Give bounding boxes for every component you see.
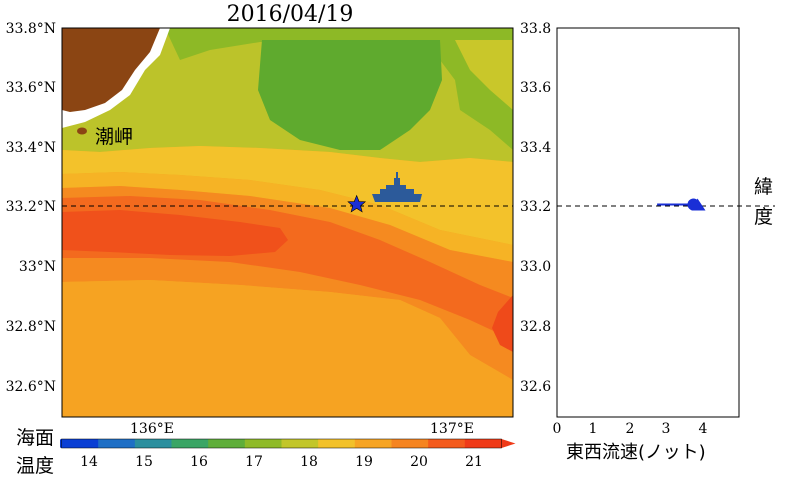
sst-band-south [62, 280, 513, 417]
current-x-tick: 0 [553, 421, 562, 437]
lat-tick-label: 33°N [19, 259, 56, 275]
land-mass [62, 28, 160, 112]
current-speed-chart: 33.8 33.6 33.4 33.2 33.0 32.8 32.6 0 1 2… [520, 21, 775, 437]
colorbar-cell [244, 439, 282, 448]
sst-field [62, 28, 513, 417]
colorbar-tick: 19 [355, 454, 373, 470]
lat-tick-label: 33.4°N [6, 140, 56, 156]
vessel-star-marker [347, 194, 367, 213]
current-y-tick: 33.6 [520, 80, 551, 96]
current-y-tick: 33.4 [520, 140, 551, 156]
colorbar: 14 15 16 17 18 19 20 21 [60, 438, 516, 470]
sst-band-yellow-ne [455, 40, 513, 110]
current-x-tick: 3 [662, 421, 671, 437]
colorbar-cell [391, 439, 429, 448]
sst-band-green-b [258, 40, 442, 150]
current-x-tick: 2 [626, 421, 635, 437]
current-ylabel: 緯 度 [754, 172, 773, 232]
map-frame [61, 27, 514, 418]
colorbar-cell [354, 439, 392, 448]
colorbar-tick: 17 [245, 454, 263, 470]
colorbar-label-line1: 海面 [16, 427, 55, 449]
colorbar-max-extend [501, 439, 516, 448]
colorbar-cell [61, 439, 99, 448]
current-y-tick: 32.8 [520, 319, 551, 335]
figure-title: 2016/04/19 [226, 2, 354, 27]
sst-band-east-core [492, 295, 513, 352]
lon-tick-label: 137°E [430, 421, 474, 437]
colorbar-label: 海面 温度 [16, 424, 54, 480]
current-vector-series [657, 198, 706, 211]
sst-band-yellow [62, 146, 513, 245]
lat-tick-label: 33.6°N [6, 80, 56, 96]
current-y-tick: 33.0 [520, 259, 551, 275]
colorbar-frame [61, 438, 502, 449]
colorbar-tick: 20 [410, 454, 428, 470]
current-plot-frame [556, 27, 740, 418]
land-cape [77, 127, 87, 135]
colorbar-min-extend [60, 439, 62, 448]
current-ylabel-line1: 緯 [754, 176, 774, 198]
colorbar-cell [281, 439, 319, 448]
lon-tick-label: 136°E [130, 421, 174, 437]
colorbar-tick: 18 [300, 454, 318, 470]
sst-band-yellow2 [62, 172, 513, 262]
lat-tick-label: 33.8°N [6, 21, 56, 37]
colorbar-cell [318, 439, 356, 448]
lat-tick-label: 32.6°N [6, 379, 56, 395]
current-y-tick-group: 33.8 33.6 33.4 33.2 33.0 32.8 32.6 [520, 21, 551, 395]
cape-label: 潮岬 [95, 126, 133, 148]
current-data-point [687, 198, 700, 211]
ship-icon [372, 172, 422, 202]
colorbar-tick-group: 14 15 16 17 18 19 20 21 [80, 454, 483, 470]
colorbar-cells [60, 438, 516, 449]
current-y-tick: 33.8 [520, 21, 551, 37]
current-x-tick: 1 [589, 421, 598, 437]
current-y-tick: 33.2 [520, 199, 551, 215]
colorbar-tick: 21 [465, 454, 483, 470]
current-y-tick: 32.6 [520, 379, 551, 395]
colorbar-cell [464, 439, 502, 448]
colorbar-tick: 16 [190, 454, 208, 470]
lat-tick-group: 33.8°N 33.6°N 33.4°N 33.2°N 33°N 32.8°N … [6, 21, 56, 395]
current-xlabel: 東西流速(ノット) [566, 442, 706, 463]
current-x-tick-group: 0 1 2 3 4 [553, 421, 708, 437]
colorbar-cell [171, 439, 209, 448]
colorbar-cell [134, 439, 172, 448]
lat-tick-label: 33.2°N [6, 199, 56, 215]
colorbar-cell [428, 439, 466, 448]
colorbar-cell [208, 439, 246, 448]
colorbar-cell [98, 439, 136, 448]
colorbar-label-line2: 温度 [16, 455, 55, 477]
colorbar-tick: 14 [80, 454, 98, 470]
lon-tick-group: 136°E 137°E [130, 421, 474, 437]
sst-band-core [62, 210, 288, 256]
lat-tick-label: 32.8°N [6, 319, 56, 335]
current-x-tick: 4 [699, 421, 708, 437]
current-ylabel-line2: 度 [754, 206, 774, 228]
colorbar-tick: 15 [135, 454, 153, 470]
